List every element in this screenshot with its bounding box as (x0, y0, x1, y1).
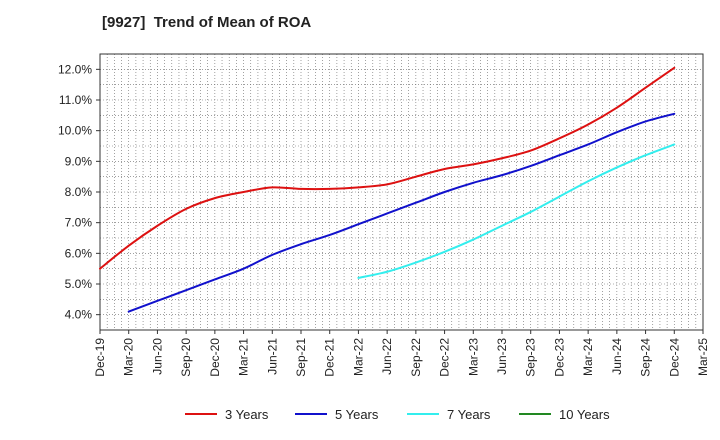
series-line-5-years (127, 112, 676, 313)
x-tick-label: Dec-19 (93, 338, 107, 377)
x-tick-label: Mar-25 (696, 338, 710, 376)
x-tick-label: Dec-22 (438, 338, 452, 377)
legend: 3 Years 5 Years 7 Years 10 Years (185, 407, 610, 422)
y-tick-label: 9.0% (65, 154, 93, 168)
y-tick-label: 7.0% (65, 216, 93, 230)
legend-label-10-years: 10 Years (559, 407, 610, 422)
x-tick-label: Dec-24 (667, 338, 681, 377)
x-tick-label: Jun-24 (610, 338, 624, 375)
legend-label-5-years: 5 Years (335, 407, 379, 422)
x-tick-label: Mar-20 (122, 338, 136, 376)
chart-title: [9927] Trend of Mean of ROA (102, 14, 312, 31)
x-tick-label: Sep-23 (524, 338, 538, 377)
series-lines (99, 66, 676, 313)
y-tick-label: 12.0% (58, 62, 92, 76)
x-tick-label: Jun-22 (380, 338, 394, 375)
y-tick-label: 5.0% (65, 277, 93, 291)
series-line-3-years (99, 66, 676, 270)
x-tick-label: Dec-20 (208, 338, 222, 377)
x-tick-label: Mar-21 (237, 338, 251, 376)
x-tick-label: Jun-23 (495, 338, 509, 375)
x-tick-label: Jun-21 (265, 338, 279, 375)
axes: 4.0% 5.0% 6.0% 7.0% 8.0% 9.0% 10.0% 11.0% 12.0% D… (58, 53, 710, 377)
x-tick-label: Mar-24 (581, 338, 595, 376)
legend-label-3-years: 3 Years (225, 407, 269, 422)
series-line-7-years (357, 143, 676, 279)
x-tick-label: Sep-22 (409, 338, 423, 377)
x-tick-label: Dec-23 (552, 338, 566, 377)
x-tick-label: Dec-21 (323, 338, 337, 377)
x-tick-label: Mar-23 (466, 338, 480, 376)
y-tick-label: 8.0% (65, 185, 93, 199)
x-tick-label: Sep-20 (179, 338, 193, 377)
y-tick-label: 11.0% (59, 93, 92, 107)
y-tick-label: 10.0% (58, 124, 92, 138)
y-tick-label: 6.0% (65, 246, 93, 260)
y-tick-label: 4.0% (65, 308, 93, 322)
x-tick-label: Sep-21 (294, 338, 308, 377)
x-tick-label: Jun-20 (150, 338, 164, 375)
x-tick-label: Sep-24 (639, 338, 653, 377)
legend-label-7-years: 7 Years (447, 407, 491, 422)
x-tick-label: Mar-22 (351, 338, 365, 376)
